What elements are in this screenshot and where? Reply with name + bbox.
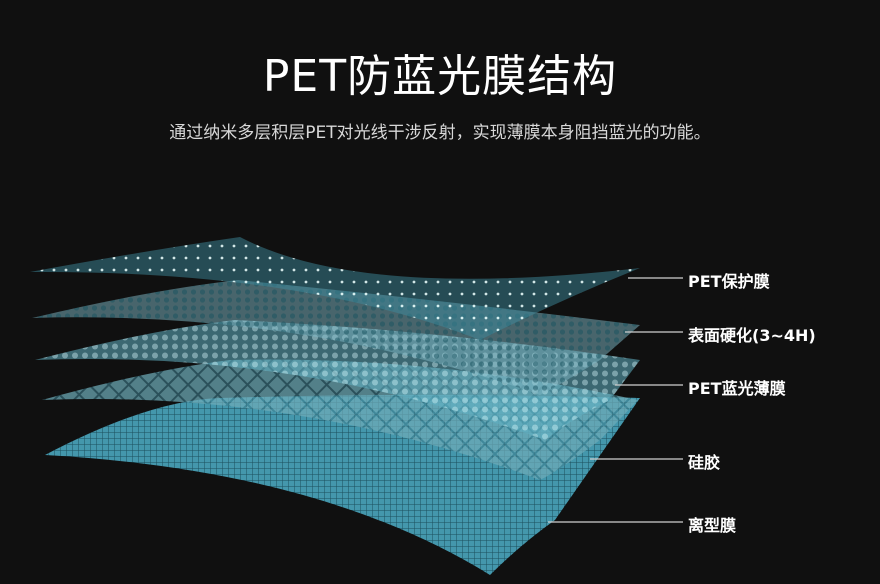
- label-silicone: 硅胶: [688, 453, 721, 472]
- page-title: PET防蓝光膜结构: [262, 51, 618, 102]
- page-subtitle: 通过纳米多层积层PET对光线干涉反射，实现薄膜本身阻挡蓝光的功能。: [169, 123, 711, 143]
- label-pet-blue-film: PET蓝光薄膜: [688, 379, 786, 398]
- label-pet-protective: PET保护膜: [688, 272, 770, 291]
- leader-lines: [548, 277, 683, 523]
- layer-pet-protective: [30, 237, 640, 340]
- label-hard-coating: 表面硬化(3~4H): [688, 326, 816, 345]
- label-release-film: 离型膜: [688, 516, 737, 535]
